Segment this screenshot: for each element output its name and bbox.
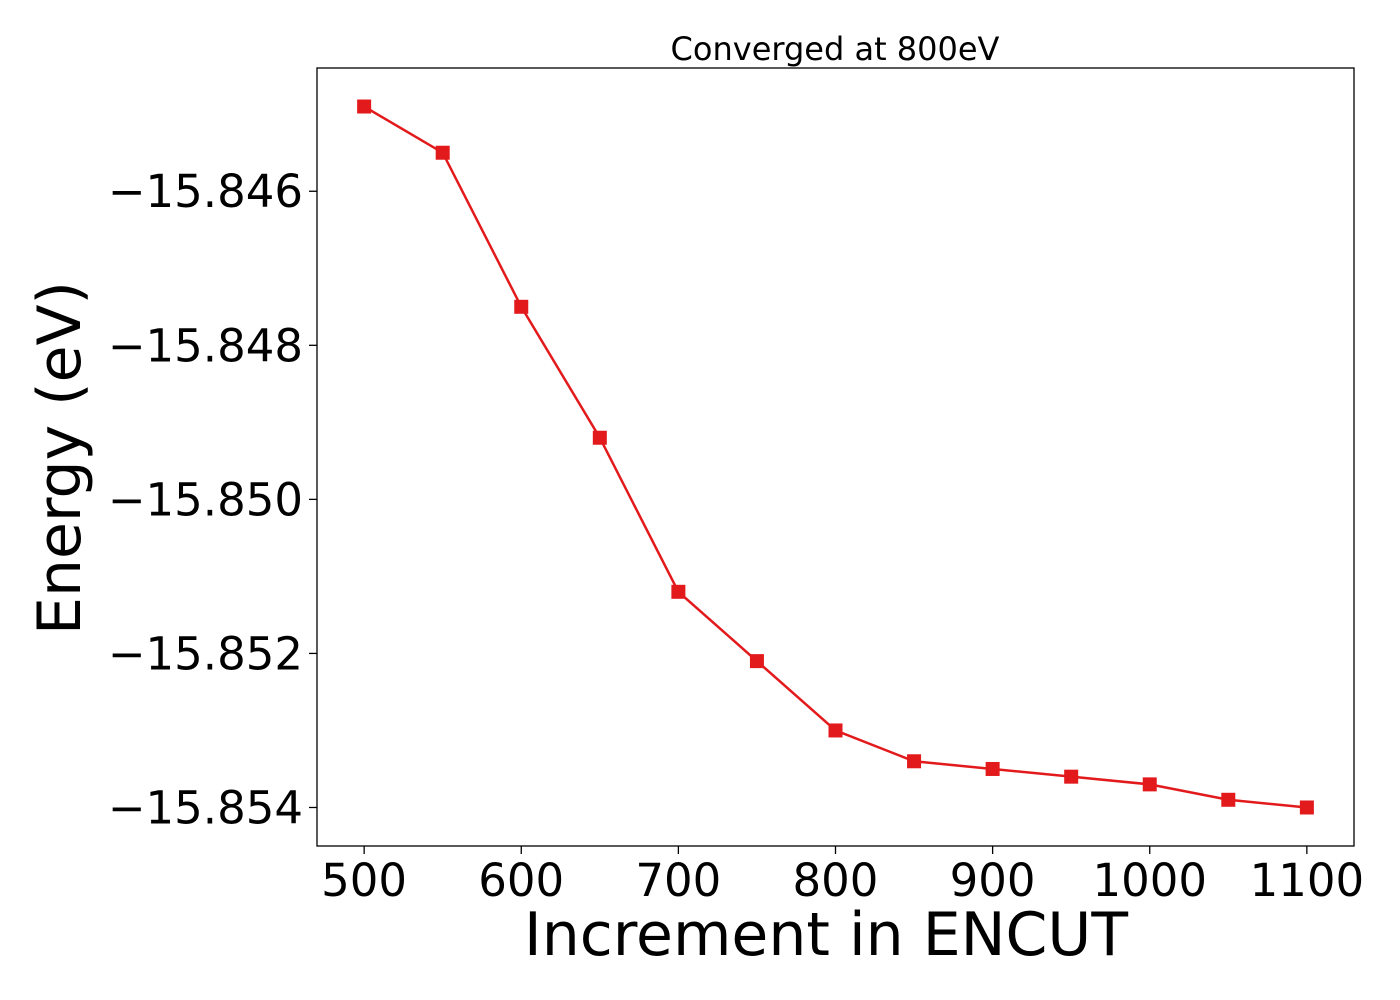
data-point-marker: [357, 99, 372, 114]
series-layer: [357, 99, 1314, 815]
data-point-marker: [749, 654, 764, 669]
data-point-marker: [1221, 792, 1236, 807]
x-tick-label: 600: [478, 854, 564, 907]
chart-title: Converged at 800eV: [671, 30, 1000, 68]
data-point-marker: [985, 761, 1000, 776]
x-axis-label: Increment in ENCUT: [524, 900, 1128, 970]
y-axis: −15.846 −15.848 −15.850 −15.852 −15.854: [108, 165, 317, 834]
data-point-marker: [1142, 777, 1157, 792]
data-point-marker: [1299, 800, 1314, 815]
y-tick-label: −15.854: [108, 781, 303, 834]
series-line: [363, 105, 1307, 809]
x-tick-label: 1100: [1250, 854, 1365, 907]
x-tick-label: 800: [793, 854, 879, 907]
y-axis-label: Energy (eV): [25, 281, 95, 635]
y-tick-label: −15.850: [108, 473, 303, 526]
x-tick-label: 900: [950, 854, 1036, 907]
x-tick-label: 1000: [1092, 854, 1207, 907]
data-point-marker: [828, 723, 843, 738]
x-tick-label: 500: [321, 854, 407, 907]
x-axis: 500 600 700 800 900 1000 1100: [321, 846, 1364, 907]
data-point-marker: [1064, 769, 1079, 784]
data-point-marker: [907, 754, 922, 769]
data-point-marker: [435, 145, 450, 160]
y-tick-label: −15.852: [108, 627, 303, 680]
data-point-marker: [514, 299, 529, 314]
data-point-marker: [592, 430, 607, 445]
y-tick-label: −15.848: [108, 319, 303, 372]
data-point-marker: [671, 584, 686, 599]
x-tick-label: 700: [635, 854, 721, 907]
y-tick-label: −15.846: [108, 165, 303, 218]
